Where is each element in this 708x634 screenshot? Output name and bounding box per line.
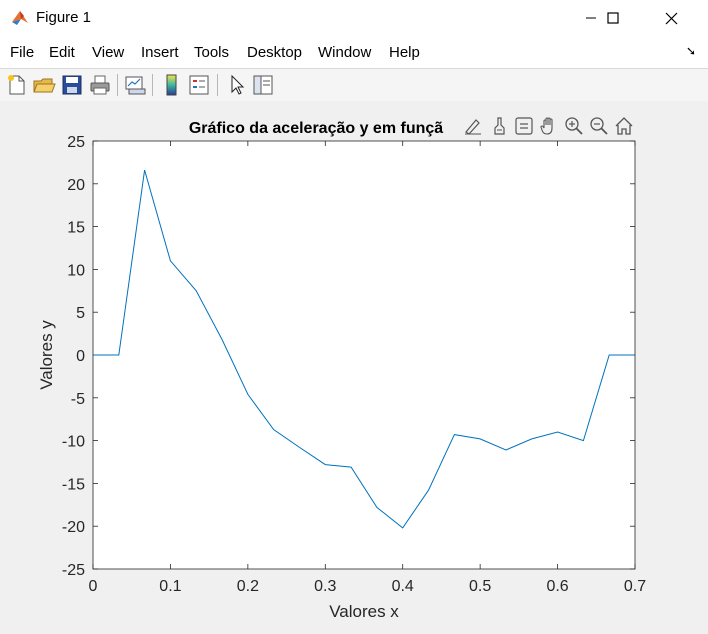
figure-toolbar <box>0 68 708 102</box>
close-button[interactable] <box>648 0 694 36</box>
x-tick-label: 0.4 <box>392 578 414 595</box>
data-tips-icon[interactable] <box>513 115 535 137</box>
zoom-in-icon[interactable] <box>563 115 585 137</box>
menu-insert[interactable]: Insert <box>141 44 179 61</box>
y-tick-label: -25 <box>62 562 85 579</box>
y-tick-label: -15 <box>62 476 85 493</box>
open-file-icon[interactable] <box>32 73 56 97</box>
window-title: Figure 1 <box>36 9 92 26</box>
menu-tools[interactable]: Tools <box>194 44 230 61</box>
axes-background <box>93 141 635 569</box>
zoom-out-icon[interactable] <box>588 115 610 137</box>
matlab-app-icon <box>12 11 28 25</box>
menu-view[interactable]: View <box>92 44 125 61</box>
y-tick-label: 10 <box>67 262 85 279</box>
y-tick-label: 20 <box>67 177 85 194</box>
menu-desktop[interactable]: Desktop <box>247 44 303 61</box>
toolbar-separator <box>152 74 153 96</box>
menu-window[interactable]: Window <box>318 44 372 61</box>
figure-canvas: 0 0.1 0.2 0.3 0.4 0.5 0.6 0.7 25 20 15 10 5 0 -5 -10 -1… <box>0 101 708 634</box>
x-tick-label: 0.1 <box>159 578 181 595</box>
x-tick-label: 0 <box>89 578 98 595</box>
property-inspector-icon[interactable] <box>251 73 275 97</box>
y-tick-label: 5 <box>76 305 85 322</box>
brush-edit-icon[interactable] <box>462 115 484 137</box>
close-icon <box>665 12 677 24</box>
menu-edit[interactable]: Edit <box>49 44 75 61</box>
menu-file[interactable]: File <box>10 44 35 61</box>
minimize-button[interactable] <box>568 0 614 36</box>
print-icon[interactable] <box>88 73 112 97</box>
maximize-icon <box>607 12 619 24</box>
chart-title: Gráfico da aceleração y em funçã <box>189 120 443 137</box>
line-plot[interactable]: 0 0.1 0.2 0.3 0.4 0.5 0.6 0.7 25 20 15 10 5 0 -5 -10 -1… <box>0 101 708 634</box>
toolbar-separator <box>117 74 118 96</box>
y-tick-label: 0 <box>76 348 85 365</box>
x-tick-label: 0.5 <box>469 578 491 595</box>
pan-hand-icon[interactable] <box>538 115 560 137</box>
x-tick-label: 0.3 <box>314 578 336 595</box>
y-tick-label: -5 <box>71 391 85 408</box>
pointer-icon[interactable] <box>225 73 249 97</box>
y-tick-label: -10 <box>62 434 85 451</box>
x-axis-label: Valores x <box>329 602 399 621</box>
new-figure-icon[interactable] <box>5 73 29 97</box>
home-icon[interactable] <box>613 115 635 137</box>
y-tick-labels: 25 20 15 10 5 0 -5 -10 -15 -20 -25 <box>62 134 85 579</box>
y-tick-label: 25 <box>67 134 85 151</box>
toolbar-separator <box>217 74 218 96</box>
menu-help[interactable]: Help <box>389 44 420 61</box>
legend-icon[interactable] <box>187 73 211 97</box>
dock-arrow-icon[interactable]: ➘ <box>685 44 696 58</box>
minimize-icon <box>586 17 596 19</box>
axes-box <box>92 140 636 570</box>
x-tick-labels: 0 0.1 0.2 0.3 0.4 0.5 0.6 0.7 <box>89 578 647 595</box>
save-icon[interactable] <box>60 73 84 97</box>
y-tick-label: -20 <box>62 519 85 536</box>
menu-bar: File Edit View Insert Tools Desktop Wind… <box>0 36 708 68</box>
y-tick-label: 15 <box>67 220 85 237</box>
y-axis-label: Valores y <box>37 320 56 390</box>
colorbar-icon[interactable] <box>160 73 184 97</box>
series-line <box>93 169 635 529</box>
maximize-button[interactable] <box>590 0 636 36</box>
x-tick-label: 0.2 <box>237 578 259 595</box>
link-plot-icon[interactable] <box>123 73 147 97</box>
x-tick-label: 0.7 <box>624 578 646 595</box>
data-brush-icon[interactable] <box>488 115 510 137</box>
title-bar: Figure 1 <box>0 0 708 36</box>
x-tick-label: 0.6 <box>546 578 568 595</box>
